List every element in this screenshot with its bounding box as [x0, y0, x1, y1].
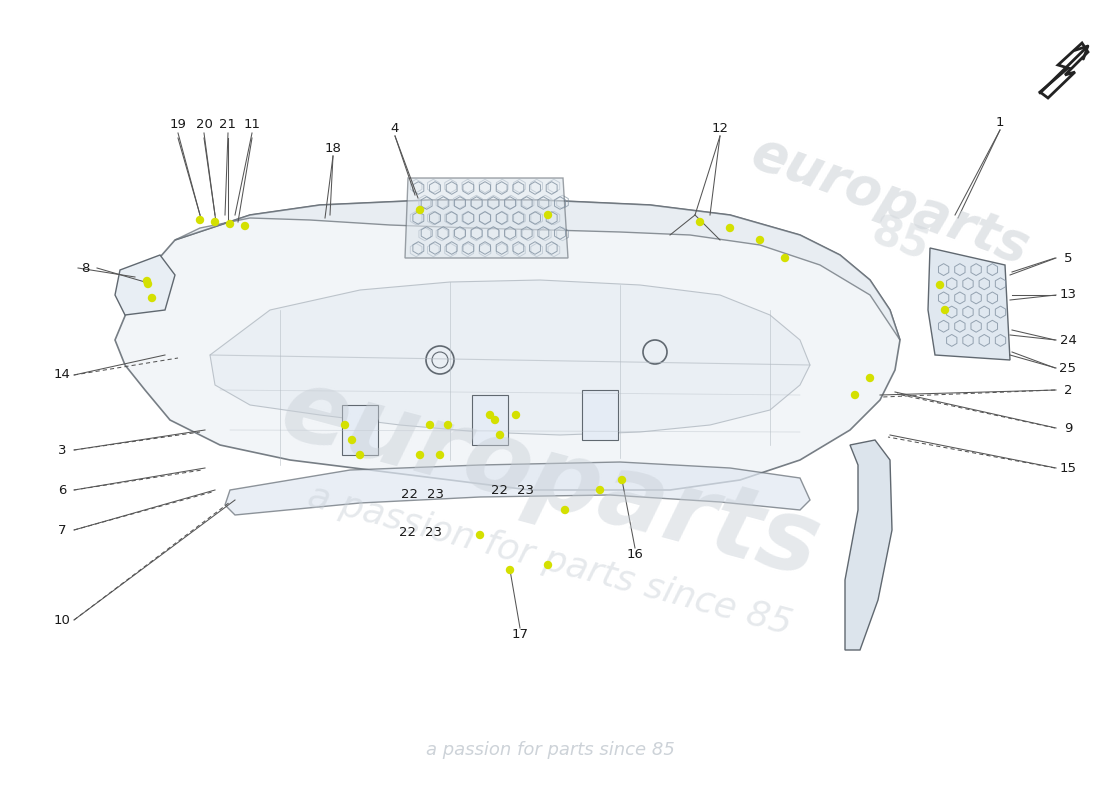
Polygon shape — [116, 255, 175, 315]
Text: 3: 3 — [57, 443, 66, 457]
Circle shape — [936, 282, 944, 289]
Circle shape — [781, 254, 789, 262]
Text: 25: 25 — [1059, 362, 1077, 374]
Text: 12: 12 — [712, 122, 728, 134]
Text: 21: 21 — [220, 118, 236, 131]
Text: 1: 1 — [996, 115, 1004, 129]
Polygon shape — [472, 395, 508, 445]
Text: 17: 17 — [512, 629, 528, 642]
Circle shape — [513, 411, 519, 418]
Text: a passion for parts since 85: a passion for parts since 85 — [426, 741, 674, 759]
Polygon shape — [175, 200, 900, 340]
Text: 8: 8 — [80, 262, 89, 274]
Text: 14: 14 — [54, 369, 70, 382]
Polygon shape — [116, 200, 900, 490]
Circle shape — [492, 417, 498, 423]
Circle shape — [211, 218, 219, 226]
Circle shape — [242, 222, 249, 230]
Circle shape — [197, 217, 204, 223]
Polygon shape — [845, 440, 892, 650]
Text: 11: 11 — [243, 118, 261, 131]
Circle shape — [356, 451, 363, 458]
Text: 19: 19 — [169, 118, 186, 131]
Text: a passion for parts since 85: a passion for parts since 85 — [305, 479, 795, 641]
Text: 2: 2 — [1064, 383, 1072, 397]
Text: 22: 22 — [399, 526, 417, 538]
Polygon shape — [405, 178, 568, 258]
Circle shape — [444, 422, 451, 429]
Text: 22: 22 — [492, 483, 508, 497]
Text: 4: 4 — [390, 122, 399, 134]
Polygon shape — [928, 248, 1010, 360]
Polygon shape — [210, 280, 810, 435]
Circle shape — [867, 374, 873, 382]
Circle shape — [476, 531, 484, 538]
Text: 9: 9 — [1064, 422, 1072, 434]
Text: 23: 23 — [517, 483, 534, 497]
Circle shape — [143, 278, 151, 285]
Text: 13: 13 — [1059, 289, 1077, 302]
Circle shape — [227, 221, 233, 227]
Text: 5: 5 — [1064, 251, 1072, 265]
Text: 15: 15 — [1059, 462, 1077, 474]
Circle shape — [417, 206, 424, 214]
Circle shape — [144, 281, 152, 287]
Text: 23: 23 — [427, 489, 443, 502]
Text: 16: 16 — [627, 549, 644, 562]
Circle shape — [851, 391, 858, 398]
Text: 85: 85 — [866, 210, 934, 270]
Text: 18: 18 — [324, 142, 341, 154]
Polygon shape — [226, 462, 810, 515]
Circle shape — [726, 225, 734, 231]
Text: europarts: europarts — [744, 126, 1036, 274]
Circle shape — [437, 451, 443, 458]
Circle shape — [618, 477, 626, 483]
Circle shape — [544, 211, 551, 218]
Text: 23: 23 — [425, 526, 441, 538]
Circle shape — [496, 431, 504, 438]
Circle shape — [561, 506, 569, 514]
Circle shape — [696, 218, 704, 226]
Circle shape — [417, 451, 424, 458]
Circle shape — [486, 411, 494, 418]
Circle shape — [596, 486, 604, 494]
Circle shape — [427, 422, 433, 429]
Circle shape — [942, 306, 948, 314]
Text: 6: 6 — [58, 483, 66, 497]
Text: 20: 20 — [196, 118, 212, 131]
Text: 7: 7 — [57, 523, 66, 537]
Circle shape — [349, 437, 355, 443]
Circle shape — [757, 237, 763, 243]
Text: 22: 22 — [402, 489, 418, 502]
Text: 24: 24 — [1059, 334, 1077, 346]
Polygon shape — [342, 405, 378, 455]
Text: europarts: europarts — [271, 362, 829, 598]
Polygon shape — [582, 390, 618, 440]
Circle shape — [341, 422, 349, 429]
Text: 10: 10 — [54, 614, 70, 626]
Circle shape — [506, 566, 514, 574]
Circle shape — [544, 562, 551, 569]
Circle shape — [148, 294, 155, 302]
